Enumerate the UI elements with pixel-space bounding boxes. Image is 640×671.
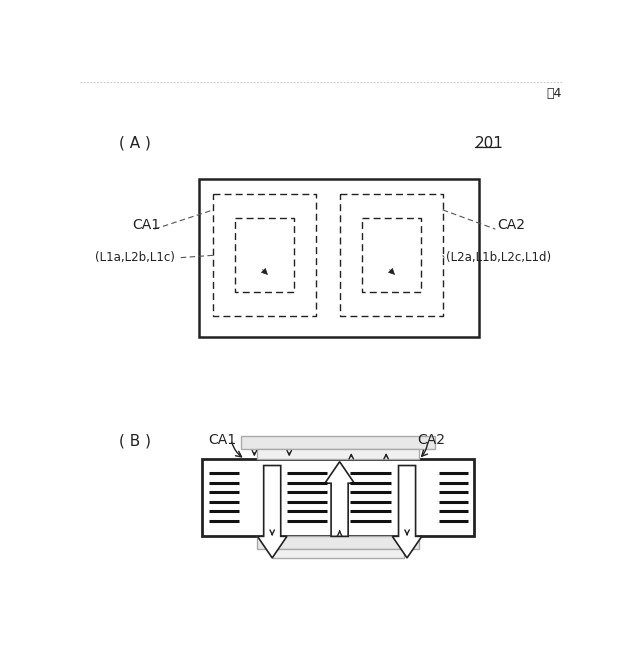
- Bar: [202, 460, 474, 536]
- Text: 201: 201: [476, 136, 504, 151]
- Text: CA2: CA2: [497, 218, 525, 232]
- Text: ( A ): ( A ): [119, 136, 150, 151]
- Text: CA2: CA2: [417, 433, 445, 447]
- Bar: [272, 549, 404, 558]
- Bar: [241, 436, 435, 449]
- Polygon shape: [325, 462, 355, 536]
- Polygon shape: [257, 466, 287, 558]
- Text: 围4: 围4: [547, 87, 562, 100]
- Polygon shape: [392, 466, 422, 558]
- Bar: [257, 449, 419, 460]
- Text: (L2a,L1b,L2c,L1d): (L2a,L1b,L2c,L1d): [446, 251, 551, 264]
- Text: ( B ): ( B ): [119, 433, 151, 448]
- Bar: [257, 536, 419, 549]
- Text: CA1: CA1: [208, 433, 236, 447]
- Bar: [198, 179, 479, 337]
- Text: (L1a,L2b,L1c): (L1a,L2b,L1c): [95, 251, 175, 264]
- Text: CA1: CA1: [132, 218, 161, 232]
